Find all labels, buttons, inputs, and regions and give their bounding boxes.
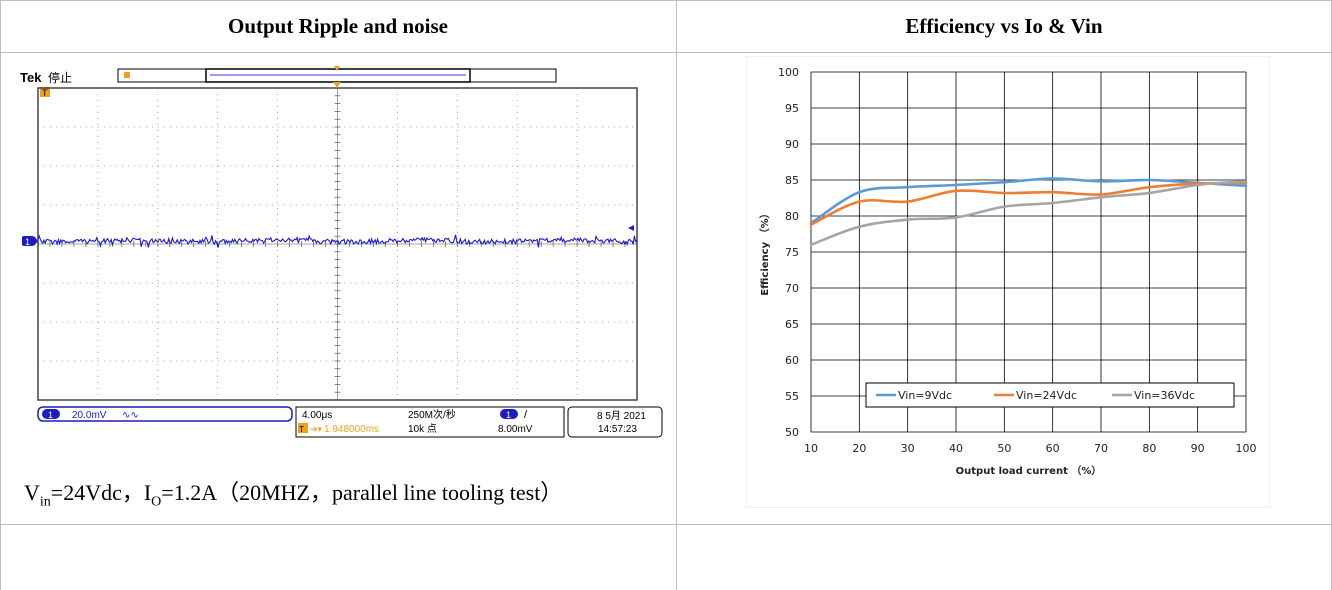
y-tick-label: 90	[785, 138, 799, 151]
legend-box	[865, 382, 1235, 408]
chart-area	[746, 56, 1270, 508]
efficiency-chart: 50 55 60 65 70 75 80 85 90 95 100 10 20 30 40 50 60 70 80 9…	[746, 56, 1270, 508]
caption-i-sub: O	[151, 494, 162, 510]
y-tick-label: 70	[785, 282, 799, 295]
chart-legend: Vin=9Vdc Vin=24Vdc Vin=36Vdc	[865, 382, 1235, 408]
ch1-badge-icon	[42, 409, 60, 419]
trigger-position-icon	[333, 82, 341, 88]
y-tick-label: 50	[785, 426, 799, 439]
x-tick-label: 30	[901, 442, 915, 455]
efficiency-header: Efficiency vs Io & Vin	[905, 13, 1103, 38]
trigger-level: 8.00mV	[498, 424, 533, 435]
x-tick-label: 70	[1094, 442, 1108, 455]
ch1-trace	[37, 234, 638, 249]
trigger-marker-icon	[40, 87, 50, 97]
series-line-2	[809, 181, 1248, 226]
ripple-header: Output Ripple and noise	[228, 13, 448, 38]
sample-rate: 250M次/秒	[408, 408, 456, 421]
caption-v-sub: in	[39, 494, 51, 510]
scope-date: 8 5月 2021	[597, 410, 646, 422]
trigger-slope-icon: /	[524, 409, 528, 421]
datetime-box	[567, 406, 663, 438]
trigger-marker-label: T	[42, 88, 48, 98]
y-axis-label: Efficiency （%）	[758, 208, 771, 295]
oscilloscope-screen: Tek 停止 T 1 1 20.0mV ∿∿ 4.00μs 250M次/秒 T …	[20, 66, 663, 438]
x-tick-label: 90	[1191, 442, 1205, 455]
timebase-readout-box	[295, 406, 565, 438]
x-tick-label: 60	[1046, 442, 1060, 455]
x-tick-label: 10	[804, 442, 818, 455]
x-tick-label: 100	[1236, 442, 1257, 455]
table-border-left	[0, 0, 1, 590]
scope-brand: Tek	[20, 70, 42, 85]
record-trigger-marker	[124, 72, 130, 78]
caption-v: V	[24, 480, 40, 505]
ch1-readout-box	[37, 406, 293, 422]
trigger-position-badge-label: T	[299, 425, 304, 434]
y-tick-label: 95	[785, 102, 799, 115]
ch1-bandwidth-icon: ∿∿	[122, 410, 139, 421]
series-line-3	[809, 180, 1248, 247]
table-border-mid	[676, 0, 677, 590]
timebase: 4.00μs	[302, 410, 332, 421]
trigger-channel-icon	[500, 409, 518, 419]
y-tick-label: 65	[785, 318, 799, 331]
ch1-badge-label: 1	[48, 410, 53, 420]
ch1-marker-icon	[22, 236, 34, 246]
table-border-row2	[0, 524, 1332, 525]
trigger-channel-label: 1	[506, 410, 511, 420]
x-tick-label: 20	[852, 442, 866, 455]
y-tick-label: 60	[785, 354, 799, 367]
trigger-position: 1.948000ms	[324, 424, 379, 435]
scope-time: 14:57:23	[598, 424, 637, 435]
legend-label-3: Vin=36Vdc	[1134, 389, 1195, 402]
y-tick-label: 100	[778, 66, 799, 79]
legend-label-1: Vin=9Vdc	[898, 389, 952, 402]
test-condition-caption: Vin=24Vdc，IO=1.2A（20MHZ，parallel line to…	[24, 475, 562, 510]
caption-i-value: =1.2A（20MHZ，parallel line tooling test）	[161, 480, 563, 505]
scope-run-state: 停止	[48, 70, 72, 85]
y-tick-label: 80	[785, 210, 799, 223]
y-tick-label: 75	[785, 246, 799, 259]
series-line-1	[809, 177, 1248, 225]
caption-v-value: =24Vdc，I	[50, 480, 152, 505]
x-tick-label: 50	[997, 442, 1011, 455]
x-axis-label: Output load current （%）	[956, 464, 1102, 477]
ch1-scale: 20.0mV	[72, 410, 107, 421]
x-tick-label: 40	[949, 442, 963, 455]
table-border-row1	[0, 52, 1332, 53]
trigger-arrow-icon: ➔▾	[310, 424, 323, 434]
x-tick-label: 80	[1142, 442, 1156, 455]
record-length: 10k 点	[408, 423, 437, 435]
trigger-level-icon	[628, 225, 634, 231]
ch1-marker-label: 1	[25, 237, 30, 247]
trigger-position-badge-icon	[298, 423, 308, 433]
y-tick-label: 85	[785, 174, 799, 187]
table-border-top	[0, 0, 1332, 1]
graticule-frame	[37, 87, 638, 401]
chart-series	[809, 177, 1248, 247]
y-tick-label: 55	[785, 390, 799, 403]
ch1-marker-arrow	[34, 236, 38, 246]
chart-ticks: 50 55 60 65 70 75 80 85 90 95 100 10 20 30 40 50 60 70 80 9…	[778, 66, 1257, 455]
scope-graticule	[37, 87, 638, 401]
trigger-position-top-icon	[334, 66, 340, 71]
legend-label-2: Vin=24Vdc	[1016, 389, 1077, 402]
